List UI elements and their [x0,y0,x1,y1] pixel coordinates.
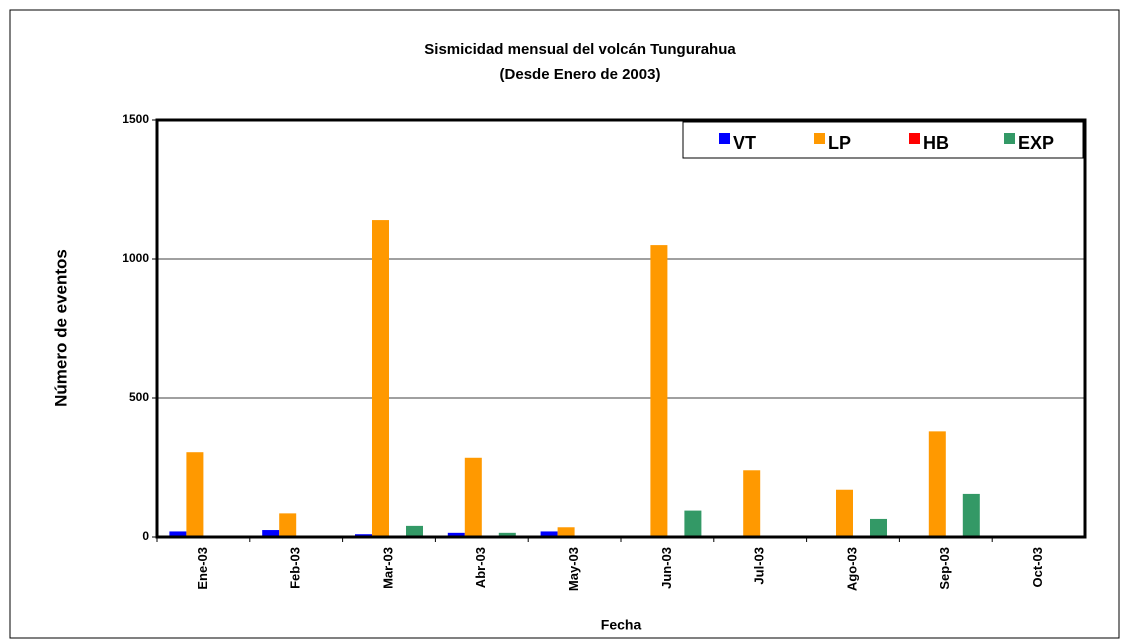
bar [540,531,558,537]
legend-swatch [1004,133,1015,144]
legend-label: VT [733,133,756,153]
x-tick-label: May-03 [566,547,581,591]
legend-label: LP [828,133,851,153]
bar [928,431,946,537]
legend-swatch [719,133,730,144]
bar [743,470,761,537]
bar [279,513,297,537]
bar [262,530,280,537]
chart-title: Sismicidad mensual del volcán Tungurahua [424,41,736,58]
bar [684,510,702,537]
legend-label: EXP [1018,133,1054,153]
bar [464,457,482,537]
y-tick-label: 500 [129,390,149,404]
x-tick-label: Mar-03 [380,547,395,589]
bar [557,527,575,537]
bar [406,525,423,537]
y-tick-label: 1500 [122,112,149,126]
x-tick-label: Jul-03 [752,547,767,585]
bar [836,489,853,537]
y-tick-label: 1000 [122,251,149,265]
x-tick-label: Feb-03 [288,547,303,589]
x-tick-label: Jun-03 [659,547,674,589]
bar [498,532,516,537]
bar [186,452,204,537]
bar [372,220,389,537]
plot-border [155,118,1087,539]
bar [870,518,887,537]
chart-subtitle: (Desde Enero de 2003) [500,66,661,83]
x-tick-label: Ago-03 [844,547,859,591]
legend [682,121,1084,159]
x-tick-label: Oct-03 [1030,547,1045,587]
bar [650,245,668,537]
bar [447,532,465,537]
y-tick-label: 0 [142,529,149,543]
x-axis-title: Fecha [601,617,642,633]
legend-swatch [909,133,920,144]
x-tick-label: Sep-03 [937,547,952,590]
bar [962,493,980,537]
y-axis-title: Número de eventos [51,249,70,407]
bar [169,531,187,537]
legend-swatch [814,133,825,144]
legend-label: HB [923,133,949,153]
x-tick-label: Abr-03 [473,547,488,588]
x-tick-label: Ene-03 [195,547,210,590]
